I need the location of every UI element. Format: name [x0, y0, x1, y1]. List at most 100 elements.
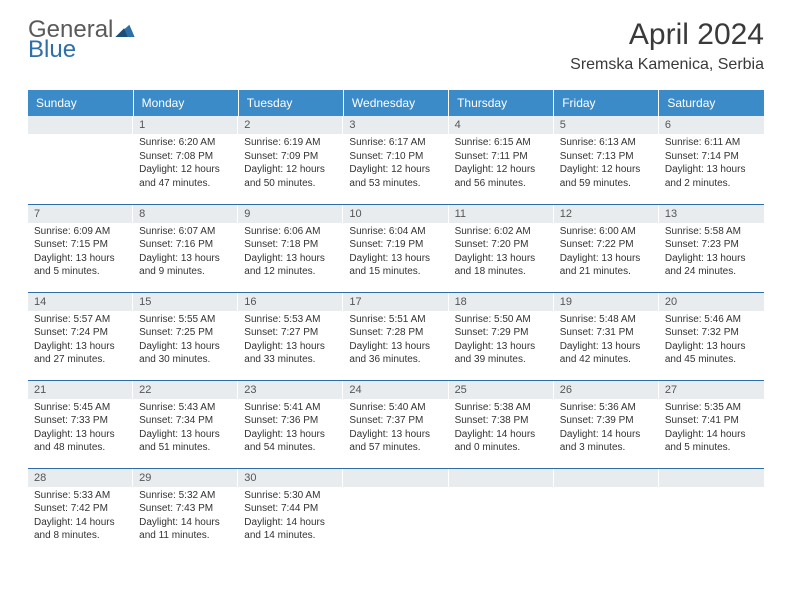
calendar-cell: 13Sunrise: 5:58 AMSunset: 7:23 PMDayligh… — [659, 204, 764, 292]
day-details: Sunrise: 5:40 AMSunset: 7:37 PMDaylight:… — [343, 399, 448, 459]
daylight-text: Daylight: 13 hours and 51 minutes. — [139, 428, 232, 455]
day-number: 12 — [554, 205, 659, 223]
daylight-text: Daylight: 13 hours and 33 minutes. — [244, 340, 337, 367]
calendar-cell: 21Sunrise: 5:45 AMSunset: 7:33 PMDayligh… — [28, 380, 133, 468]
day-details: Sunrise: 5:57 AMSunset: 7:24 PMDaylight:… — [28, 311, 133, 371]
sunrise-text: Sunrise: 6:02 AM — [455, 225, 548, 239]
day-details: Sunrise: 6:15 AMSunset: 7:11 PMDaylight:… — [449, 134, 554, 194]
day-details: Sunrise: 5:30 AMSunset: 7:44 PMDaylight:… — [238, 487, 343, 547]
sunset-text: Sunset: 7:15 PM — [34, 238, 127, 252]
day-number: 30 — [238, 469, 343, 487]
sunrise-text: Sunrise: 5:46 AM — [665, 313, 758, 327]
daylight-text: Daylight: 13 hours and 39 minutes. — [455, 340, 548, 367]
sunset-text: Sunset: 7:18 PM — [244, 238, 337, 252]
daylight-text: Daylight: 14 hours and 8 minutes. — [34, 516, 127, 543]
sunrise-text: Sunrise: 5:43 AM — [139, 401, 232, 415]
sunrise-text: Sunrise: 5:41 AM — [244, 401, 337, 415]
calendar-cell: 12Sunrise: 6:00 AMSunset: 7:22 PMDayligh… — [554, 204, 659, 292]
daylight-text: Daylight: 13 hours and 12 minutes. — [244, 252, 337, 279]
sunrise-text: Sunrise: 5:48 AM — [560, 313, 653, 327]
sunrise-text: Sunrise: 5:33 AM — [34, 489, 127, 503]
daylight-text: Daylight: 12 hours and 50 minutes. — [244, 163, 337, 190]
day-details: Sunrise: 6:04 AMSunset: 7:19 PMDaylight:… — [343, 223, 448, 283]
sunrise-text: Sunrise: 5:38 AM — [455, 401, 548, 415]
sunrise-text: Sunrise: 6:13 AM — [560, 136, 653, 150]
day-number: 17 — [343, 293, 448, 311]
daylight-text: Daylight: 13 hours and 30 minutes. — [139, 340, 232, 367]
calendar-cell: 20Sunrise: 5:46 AMSunset: 7:32 PMDayligh… — [659, 292, 764, 380]
sunset-text: Sunset: 7:22 PM — [560, 238, 653, 252]
day-number: 7 — [28, 205, 133, 223]
calendar-head: Sunday Monday Tuesday Wednesday Thursday… — [28, 90, 764, 116]
weekday-header: Thursday — [449, 90, 554, 116]
day-number: 11 — [449, 205, 554, 223]
calendar-cell — [449, 468, 554, 556]
day-details: Sunrise: 5:43 AMSunset: 7:34 PMDaylight:… — [133, 399, 238, 459]
calendar-cell: 11Sunrise: 6:02 AMSunset: 7:20 PMDayligh… — [449, 204, 554, 292]
calendar-cell: 14Sunrise: 5:57 AMSunset: 7:24 PMDayligh… — [28, 292, 133, 380]
sunset-text: Sunset: 7:16 PM — [139, 238, 232, 252]
calendar-table: Sunday Monday Tuesday Wednesday Thursday… — [28, 90, 764, 556]
day-number: 4 — [449, 116, 554, 134]
weekday-header: Sunday — [28, 90, 133, 116]
day-details: Sunrise: 6:09 AMSunset: 7:15 PMDaylight:… — [28, 223, 133, 283]
calendar-body: 1Sunrise: 6:20 AMSunset: 7:08 PMDaylight… — [28, 116, 764, 556]
calendar-cell: 9Sunrise: 6:06 AMSunset: 7:18 PMDaylight… — [238, 204, 343, 292]
sunrise-text: Sunrise: 5:57 AM — [34, 313, 127, 327]
day-details: Sunrise: 6:06 AMSunset: 7:18 PMDaylight:… — [238, 223, 343, 283]
day-number — [554, 469, 659, 487]
day-details: Sunrise: 6:07 AMSunset: 7:16 PMDaylight:… — [133, 223, 238, 283]
sunrise-text: Sunrise: 5:58 AM — [665, 225, 758, 239]
calendar-cell: 10Sunrise: 6:04 AMSunset: 7:19 PMDayligh… — [343, 204, 448, 292]
day-number: 29 — [133, 469, 238, 487]
sunset-text: Sunset: 7:27 PM — [244, 326, 337, 340]
day-details: Sunrise: 5:38 AMSunset: 7:38 PMDaylight:… — [449, 399, 554, 459]
sunset-text: Sunset: 7:31 PM — [560, 326, 653, 340]
calendar-cell: 23Sunrise: 5:41 AMSunset: 7:36 PMDayligh… — [238, 380, 343, 468]
day-details: Sunrise: 5:55 AMSunset: 7:25 PMDaylight:… — [133, 311, 238, 371]
daylight-text: Daylight: 13 hours and 9 minutes. — [139, 252, 232, 279]
day-details: Sunrise: 5:48 AMSunset: 7:31 PMDaylight:… — [554, 311, 659, 371]
day-details: Sunrise: 5:50 AMSunset: 7:29 PMDaylight:… — [449, 311, 554, 371]
day-number: 27 — [659, 381, 764, 399]
day-details: Sunrise: 5:35 AMSunset: 7:41 PMDaylight:… — [659, 399, 764, 459]
day-details: Sunrise: 5:41 AMSunset: 7:36 PMDaylight:… — [238, 399, 343, 459]
calendar-cell — [28, 116, 133, 204]
day-number: 25 — [449, 381, 554, 399]
daylight-text: Daylight: 13 hours and 57 minutes. — [349, 428, 442, 455]
day-number: 22 — [133, 381, 238, 399]
calendar-cell: 17Sunrise: 5:51 AMSunset: 7:28 PMDayligh… — [343, 292, 448, 380]
calendar-cell: 4Sunrise: 6:15 AMSunset: 7:11 PMDaylight… — [449, 116, 554, 204]
calendar-cell: 18Sunrise: 5:50 AMSunset: 7:29 PMDayligh… — [449, 292, 554, 380]
daylight-text: Daylight: 12 hours and 47 minutes. — [139, 163, 232, 190]
calendar-cell: 7Sunrise: 6:09 AMSunset: 7:15 PMDaylight… — [28, 204, 133, 292]
daylight-text: Daylight: 14 hours and 5 minutes. — [665, 428, 758, 455]
weekday-header: Monday — [133, 90, 238, 116]
day-number: 1 — [133, 116, 238, 134]
weekday-header: Tuesday — [238, 90, 343, 116]
sunrise-text: Sunrise: 6:17 AM — [349, 136, 442, 150]
daylight-text: Daylight: 13 hours and 24 minutes. — [665, 252, 758, 279]
day-details: Sunrise: 5:46 AMSunset: 7:32 PMDaylight:… — [659, 311, 764, 371]
sunset-text: Sunset: 7:44 PM — [244, 502, 337, 516]
sunrise-text: Sunrise: 6:06 AM — [244, 225, 337, 239]
page-header: GeneralBlue April 2024 Sremska Kamenica,… — [0, 0, 792, 82]
day-number — [659, 469, 764, 487]
daylight-text: Daylight: 13 hours and 42 minutes. — [560, 340, 653, 367]
calendar-cell — [554, 468, 659, 556]
sunrise-text: Sunrise: 5:30 AM — [244, 489, 337, 503]
sunrise-text: Sunrise: 6:09 AM — [34, 225, 127, 239]
daylight-text: Daylight: 13 hours and 27 minutes. — [34, 340, 127, 367]
sunset-text: Sunset: 7:42 PM — [34, 502, 127, 516]
sunrise-text: Sunrise: 5:40 AM — [349, 401, 442, 415]
calendar-cell: 25Sunrise: 5:38 AMSunset: 7:38 PMDayligh… — [449, 380, 554, 468]
calendar-cell — [343, 468, 448, 556]
calendar-cell: 19Sunrise: 5:48 AMSunset: 7:31 PMDayligh… — [554, 292, 659, 380]
day-number: 8 — [133, 205, 238, 223]
daylight-text: Daylight: 14 hours and 3 minutes. — [560, 428, 653, 455]
day-number: 14 — [28, 293, 133, 311]
daylight-text: Daylight: 12 hours and 59 minutes. — [560, 163, 653, 190]
daylight-text: Daylight: 13 hours and 54 minutes. — [244, 428, 337, 455]
calendar-cell: 6Sunrise: 6:11 AMSunset: 7:14 PMDaylight… — [659, 116, 764, 204]
calendar-cell: 27Sunrise: 5:35 AMSunset: 7:41 PMDayligh… — [659, 380, 764, 468]
